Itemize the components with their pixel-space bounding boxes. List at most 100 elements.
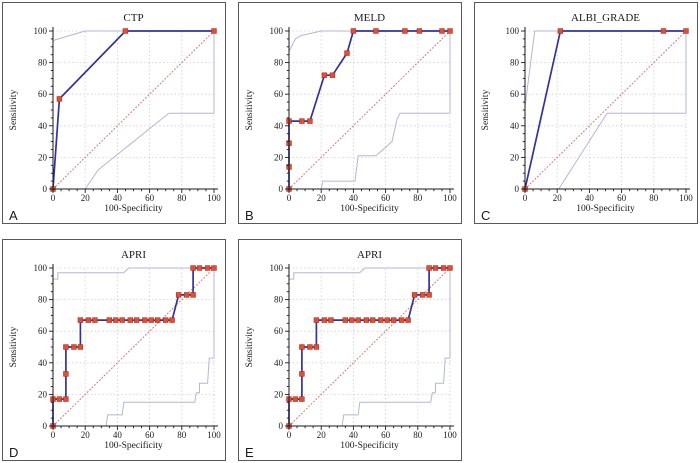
ci-upper-curve [288, 267, 450, 336]
chart-title: MELD [354, 12, 385, 24]
x-tick-label: 100 [679, 193, 693, 203]
y-tick-label: 80 [274, 58, 284, 68]
x-tick-label: 60 [617, 193, 627, 203]
roc-marker [119, 317, 125, 323]
roc-marker [363, 317, 370, 323]
x-axis-label: 100-Specificity [340, 440, 399, 451]
ci-upper-curve [52, 267, 214, 336]
roc-marker [329, 72, 336, 78]
roc-marker [439, 28, 445, 34]
y-tick-label: 20 [274, 389, 284, 399]
roc-marker [196, 265, 203, 271]
y-tick-label: 20 [274, 152, 284, 162]
y-axis-label: Sensitivity [245, 326, 255, 367]
roc-curve [288, 30, 450, 189]
x-tick-label: 0 [51, 430, 56, 440]
x-tick-label: 0 [523, 193, 528, 203]
plot-area: 00 20 20 40 40 60 60 80 80 100 100 [506, 26, 694, 203]
roc-marker [399, 317, 405, 323]
x-tick-label: 20 [317, 430, 327, 440]
roc-marker [342, 317, 349, 323]
roc-curve [52, 30, 214, 190]
roc-marker [211, 265, 217, 271]
x-axis-label: 100-Specificity [104, 440, 163, 451]
panel-letter: D [9, 445, 18, 460]
roc-panel-c: ALBI_GRADE Sensitivity 0 0 20 20 40 40 60 60 80 8… [474, 2, 698, 224]
roc-marker [432, 265, 439, 271]
roc-marker [190, 292, 196, 298]
roc-marker [391, 317, 397, 323]
y-tick-label: 20 [38, 389, 48, 399]
reference-diagonal [52, 30, 215, 190]
y-tick-label: 60 [274, 89, 284, 99]
roc-marker [660, 28, 667, 34]
roc-marker [321, 317, 328, 323]
roc-marker [169, 317, 175, 323]
y-tick-label: 80 [38, 58, 48, 68]
x-tick-label: 0 [51, 193, 56, 203]
x-tick-label: 40 [113, 430, 123, 440]
roc-marker [349, 317, 355, 323]
chart-title: ALBI_GRADE [571, 12, 640, 24]
roc-marker [350, 28, 357, 34]
plot-area: 00 20 20 40 40 60 60 80 80 100 100 [270, 263, 458, 440]
roc-marker [63, 344, 69, 350]
x-tick-label: 100 [443, 430, 457, 440]
roc-marker [557, 28, 564, 34]
x-tick-label: 0 [287, 430, 292, 440]
x-axis-label: 100-Specificity [576, 203, 635, 214]
y-tick-label: 100 [34, 26, 48, 36]
roc-marker [142, 317, 148, 323]
roc-chart-albi-grade: ALBI_GRADE Sensitivity 00 20 20 40 40 60 60 80 8… [481, 12, 694, 223]
x-tick-label: 40 [585, 193, 595, 203]
roc-marker [211, 28, 217, 34]
roc-marker [56, 96, 63, 102]
roc-marker [155, 317, 161, 323]
roc-marker [134, 317, 140, 323]
x-tick-label: 60 [145, 193, 155, 203]
chart-title: APRI [121, 249, 146, 261]
y-tick-label: 60 [510, 89, 520, 99]
x-tick-label: 20 [81, 193, 91, 203]
y-tick-label: 0 [43, 184, 48, 194]
panel-letter: A [9, 208, 18, 223]
roc-marker [344, 50, 350, 56]
x-tick-label: 40 [349, 430, 359, 440]
chart-title: APRI [357, 249, 382, 261]
x-tick-label: 60 [381, 193, 391, 203]
roc-chart-ctp: CTP Sensitivity 00 20 20 40 40 60 60 80 80 100 100… [9, 12, 222, 223]
x-tick-label: 40 [113, 193, 123, 203]
roc-marker [307, 344, 313, 350]
roc-marker [190, 265, 196, 271]
plot-area: 00 20 20 40 40 60 60 80 80 100 100 [34, 26, 222, 203]
y-tick-label: 100 [270, 26, 284, 36]
reference-diagonal [288, 30, 451, 190]
x-axis-label: 100-Specificity [340, 203, 399, 214]
plot-area: 00 20 20 40 40 60 60 80 80 100 100 [270, 26, 458, 203]
roc-marker [175, 292, 182, 298]
roc-marker [85, 317, 92, 323]
roc-marker [405, 317, 411, 323]
roc-marker [307, 118, 313, 124]
y-axis-label: Sensitivity [481, 89, 491, 130]
roc-marker [447, 265, 453, 271]
roc-marker [77, 317, 84, 323]
roc-marker [299, 118, 305, 124]
ci-upper-curve [288, 30, 450, 52]
roc-marker [127, 317, 134, 323]
roc-marker [402, 28, 408, 34]
roc-marker [440, 265, 447, 271]
roc-marker [148, 317, 154, 323]
roc-marker [321, 72, 328, 78]
y-tick-label: 60 [38, 89, 48, 99]
roc-marker [373, 28, 379, 34]
roc-marker [299, 371, 305, 377]
roc-marker [683, 28, 689, 34]
y-tick-label: 100 [506, 26, 520, 36]
x-tick-label: 20 [553, 193, 563, 203]
y-axis-label: Sensitivity [245, 89, 255, 130]
x-tick-label: 20 [317, 193, 327, 203]
roc-marker [370, 317, 376, 323]
roc-marker [426, 265, 432, 271]
